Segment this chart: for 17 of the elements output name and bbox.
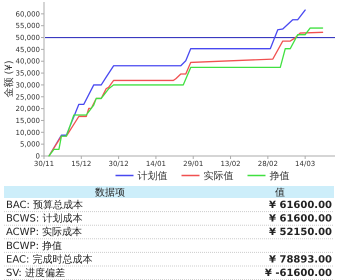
text: ¥ 52150.00: [269, 227, 332, 238]
category-label: SV: 进度偏差: [6, 267, 65, 279]
legend-label: 挣值: [270, 170, 290, 182]
category-label: BCWP: 挣值: [6, 240, 62, 252]
category-label: BAC: 预算总成本: [6, 199, 84, 211]
text: ¥ 61600.00: [269, 200, 332, 211]
text: ¥ 78893.00: [269, 254, 332, 266]
legend-label: 计划值: [138, 170, 168, 182]
text: 数据项: [95, 186, 125, 198]
text: ¥ 61600.00: [269, 214, 332, 225]
text: 值: [275, 188, 285, 198]
y-axis-title: 金额 (¥): [3, 60, 15, 98]
category-label: BCWS: 计划成本: [6, 212, 82, 225]
category-label: ACWP: 实际成本: [6, 226, 82, 238]
text: ¥ -61600.00: [264, 268, 332, 279]
legend-label: 实际值: [204, 170, 234, 182]
category-label: EAC: 完成时总成本: [6, 253, 93, 266]
